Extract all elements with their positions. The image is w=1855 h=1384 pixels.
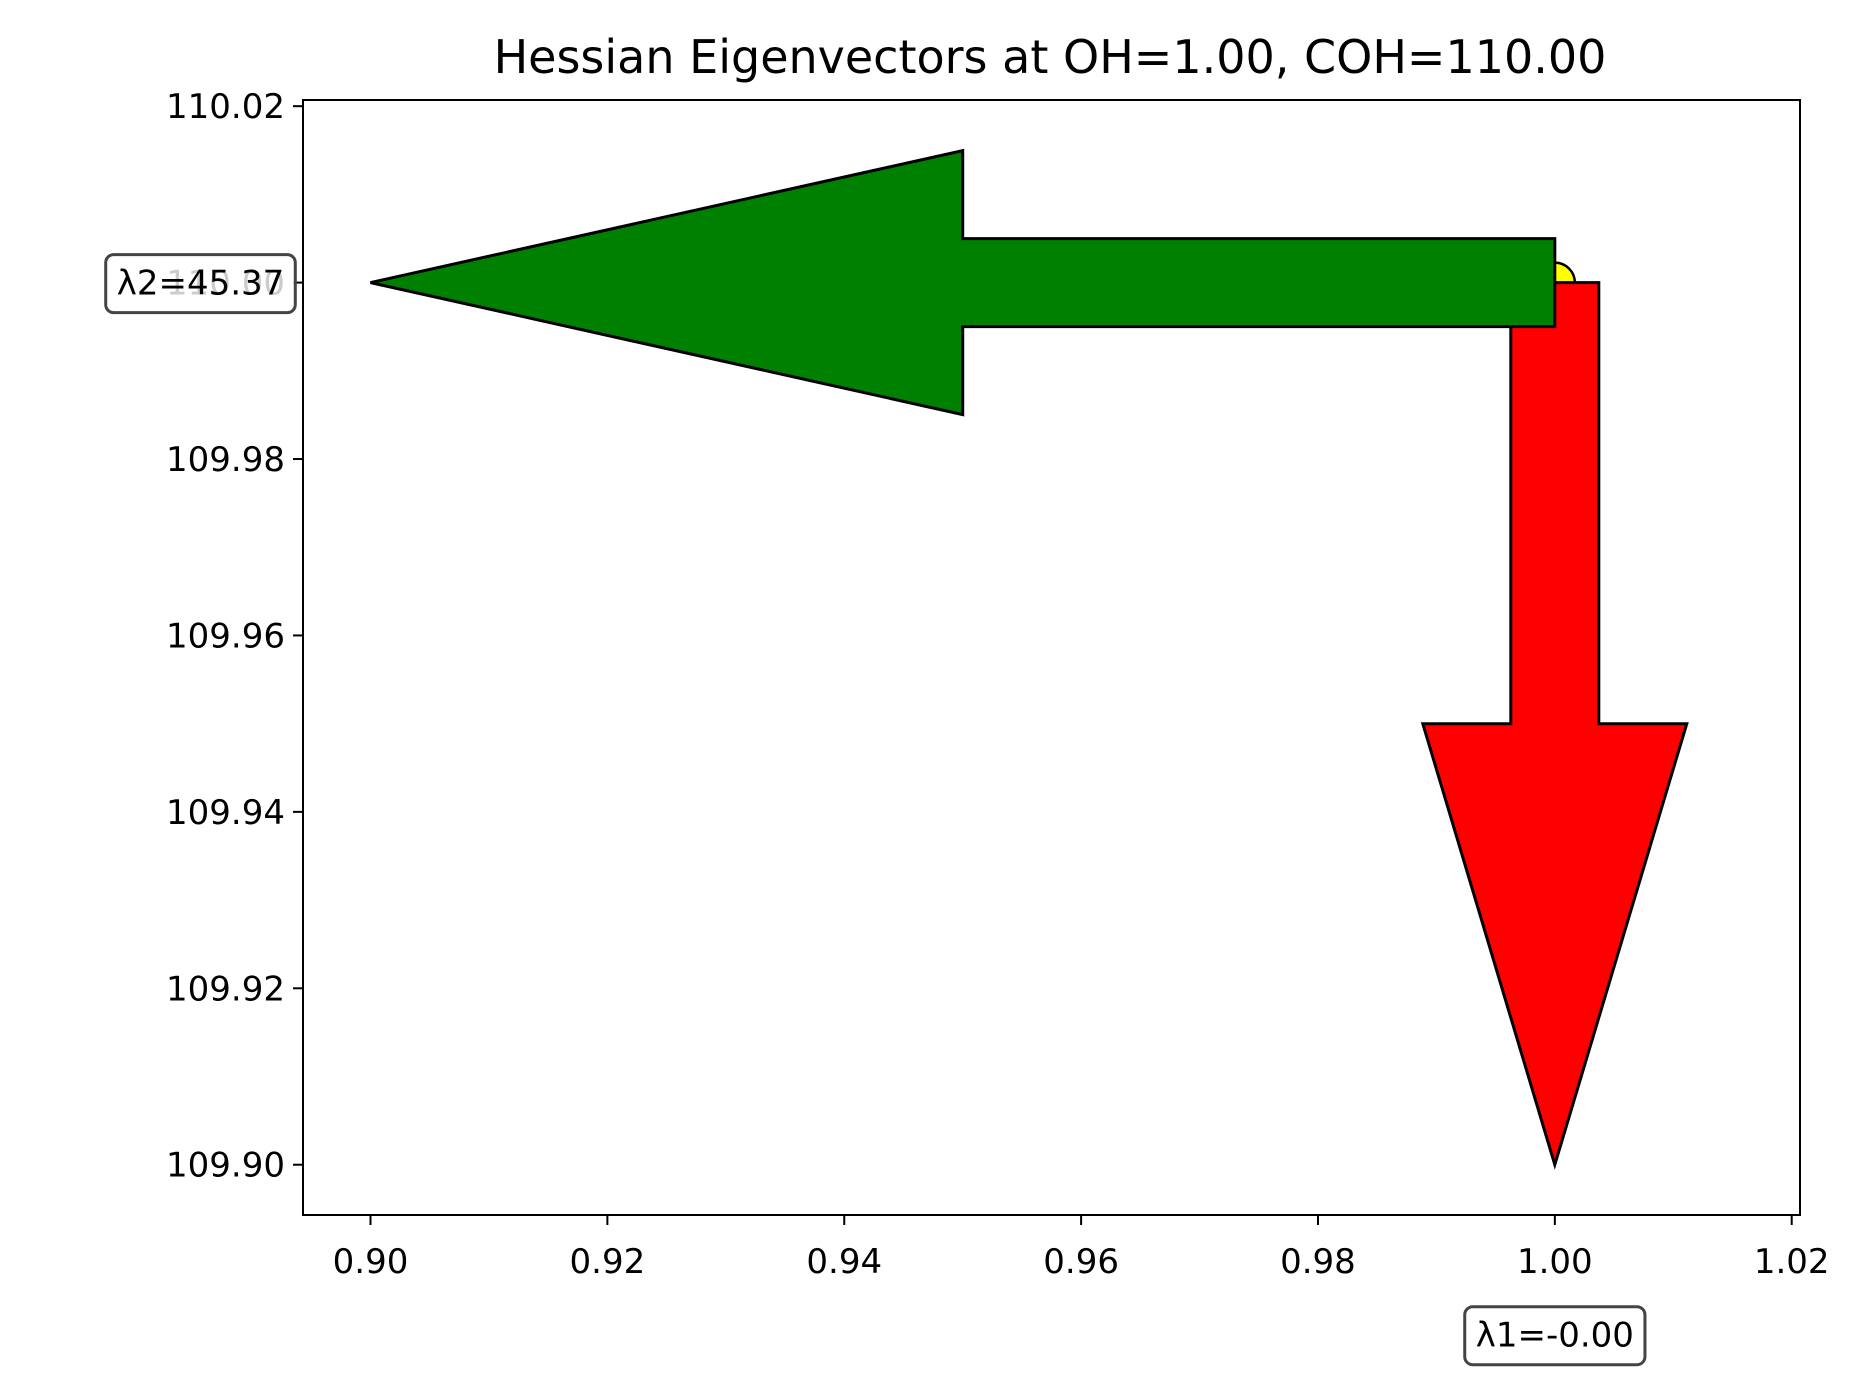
- x-axis: 0.90 0.92 0.94 0.96 0.98 1.00 1.02: [333, 1215, 1830, 1282]
- y-tick-label: 109.98: [166, 440, 285, 480]
- x-tick-label: 0.90: [333, 1242, 409, 1282]
- arrow-eigenvector-1: [1420, 281, 1689, 1170]
- arrow-label-box: [1463, 1305, 1647, 1367]
- y-tick-label: 110.02: [166, 87, 285, 127]
- arrow-label-eigenvector-2: λ2=45.37: [104, 253, 297, 315]
- plot-frame: [302, 99, 1801, 1216]
- y-tick-label: 109.94: [166, 793, 285, 833]
- x-tick-label: 0.98: [1280, 1242, 1356, 1282]
- x-tick-label: 1.00: [1517, 1242, 1593, 1282]
- arrow-label-eigenvector-1: λ1=-0.00: [1463, 1305, 1647, 1367]
- x-tick-label: 1.02: [1754, 1242, 1830, 1282]
- x-tick-label: 0.96: [1043, 1242, 1119, 1282]
- arrow-labels: λ1=-0.00 λ2=45.37: [104, 253, 1647, 1367]
- y-tick-label: 109.96: [166, 616, 285, 656]
- x-tick-label: 0.92: [570, 1242, 646, 1282]
- arrow-label-text: λ2=45.37: [117, 264, 285, 304]
- arrow-label-text: λ1=-0.00: [1476, 1316, 1634, 1356]
- chart-title: Hessian Eigenvectors at OH=1.00, COH=110…: [494, 30, 1607, 84]
- y-axis: 109.90109.92109.94109.96109.98110.00110.…: [166, 87, 303, 1186]
- arrow-label-box: [104, 253, 297, 315]
- y-tick-label: 109.90: [166, 1146, 285, 1186]
- arrow-eigenvector-2: [370, 148, 1557, 417]
- arrows: [370, 148, 1689, 1170]
- x-tick-label: 0.94: [806, 1242, 882, 1282]
- y-tick-label: 109.92: [166, 969, 285, 1009]
